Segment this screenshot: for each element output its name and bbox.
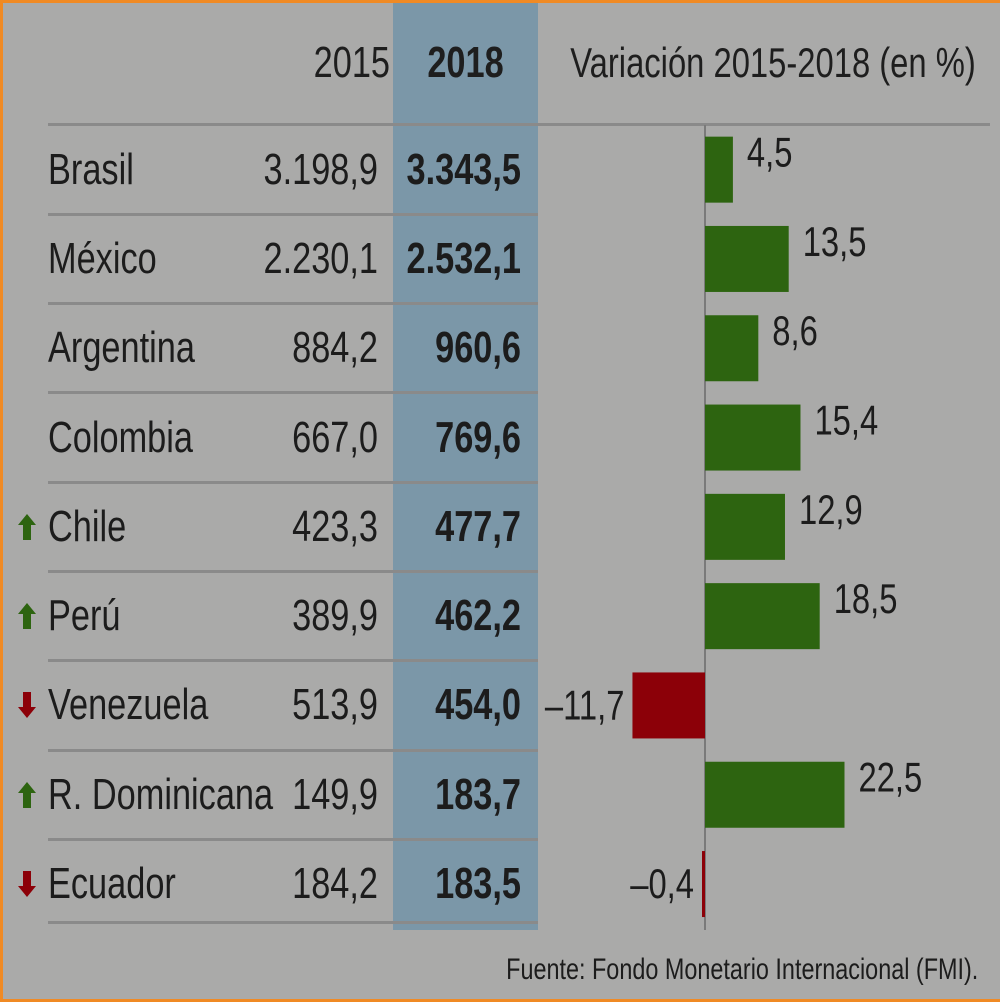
country-name: R. Dominicana [48, 769, 274, 819]
bar-m-xico [705, 225, 789, 292]
source-note: Fuente: Fondo Monetario Internacional (F… [505, 953, 978, 986]
country-name: Ecuador [48, 859, 176, 909]
row-divider [48, 837, 538, 841]
value-2015: 149,9 [292, 769, 378, 819]
column-header-variation: Variación 2015-2018 (en %) [570, 39, 976, 86]
country-name: México [48, 233, 157, 283]
country-name: Colombia [48, 412, 193, 462]
column-header-2018: 2018 [427, 38, 504, 87]
value-2015: 389,9 [292, 591, 378, 641]
bar-r-dominicana [705, 761, 845, 828]
value-2015: 423,3 [292, 501, 378, 551]
trend-down-arrow-icon [18, 692, 36, 719]
bar-value-label: 15,4 [814, 397, 878, 444]
value-2018: 462,2 [435, 591, 521, 641]
trend-up-arrow-icon [18, 781, 36, 808]
value-2018: 769,6 [435, 412, 521, 462]
bar-colombia [705, 404, 801, 471]
value-2015: 884,2 [292, 323, 378, 373]
bar-value-label: 8,6 [772, 307, 818, 354]
country-name: Perú [48, 591, 121, 641]
value-2018: 183,5 [435, 859, 521, 909]
header-divider [48, 123, 990, 126]
row-divider [48, 659, 538, 663]
row-divider [48, 391, 538, 395]
bar-per- [705, 583, 820, 650]
value-2015: 667,0 [292, 412, 378, 462]
row-divider [48, 302, 538, 306]
value-2018: 477,7 [435, 501, 521, 551]
value-2015: 513,9 [292, 680, 378, 730]
bar-value-label: 12,9 [799, 486, 863, 533]
value-2018: 2.532,1 [406, 233, 521, 283]
country-name: Argentina [48, 323, 195, 373]
country-name: Venezuela [48, 680, 209, 730]
trend-down-arrow-icon [18, 871, 36, 898]
bar-venezuela [632, 672, 705, 739]
row-divider [48, 570, 538, 573]
bar-value-label: 18,5 [834, 575, 898, 622]
bar-value-label: –11,7 [545, 682, 625, 729]
value-2015: 2.230,1 [263, 233, 378, 283]
value-2018: 183,7 [435, 769, 521, 819]
bar-value-label: 13,5 [803, 218, 867, 265]
row-divider [48, 748, 538, 752]
bar-ecuador [702, 851, 705, 918]
value-2018: 960,6 [435, 323, 521, 373]
trend-up-arrow-icon [18, 603, 36, 630]
row-divider [48, 920, 538, 924]
row-divider [48, 480, 538, 484]
bar-argentina [705, 315, 759, 382]
column-header-2015: 2015 [313, 38, 390, 87]
bar-brasil [705, 136, 733, 203]
bar-value-label: –0,4 [630, 860, 694, 907]
value-2018: 454,0 [435, 680, 521, 730]
row-divider [48, 212, 538, 216]
country-name: Chile [48, 501, 127, 551]
value-2018: 3.343,5 [406, 144, 521, 194]
highlight-column-2018 [393, 3, 538, 930]
country-name: Brasil [48, 144, 134, 194]
bar-chile [705, 493, 785, 560]
bar-value-label: 22,5 [858, 754, 922, 801]
bar-value-label: 4,5 [747, 129, 793, 176]
value-2015: 3.198,9 [263, 144, 378, 194]
variation-bar-chart: 4,513,5 8,6 15,4 12,9 18,5 –11,7 22,5 –0,4 [545, 129, 922, 918]
value-2015: 184,2 [292, 859, 378, 909]
trend-up-arrow-icon [18, 513, 36, 540]
